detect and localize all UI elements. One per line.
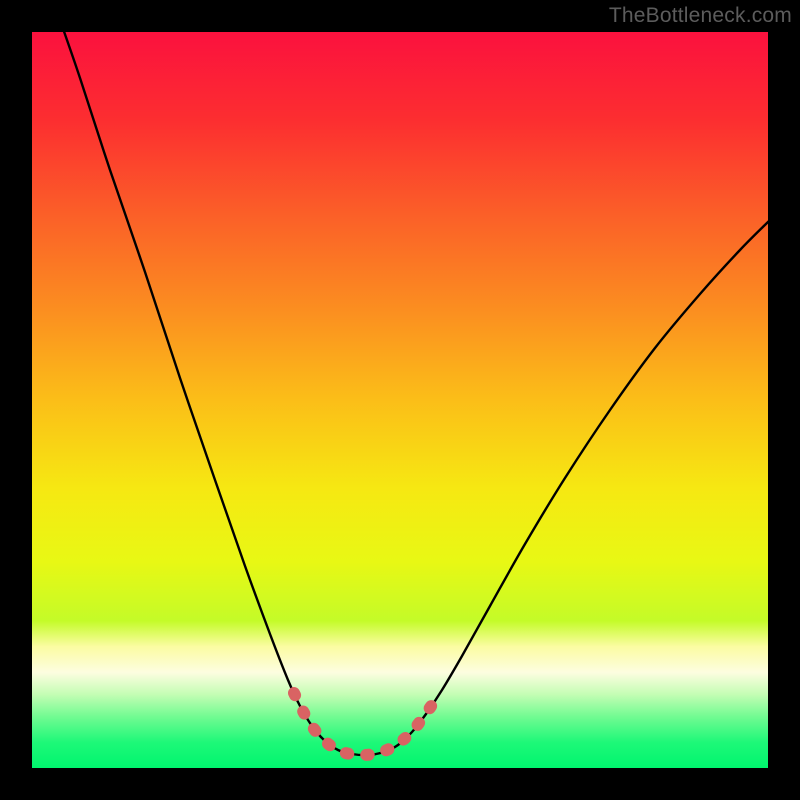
plot-background	[32, 32, 768, 768]
watermark-text: TheBottleneck.com	[609, 4, 792, 28]
chart-container: TheBottleneck.com	[0, 0, 800, 800]
bottleneck-chart	[0, 0, 800, 800]
